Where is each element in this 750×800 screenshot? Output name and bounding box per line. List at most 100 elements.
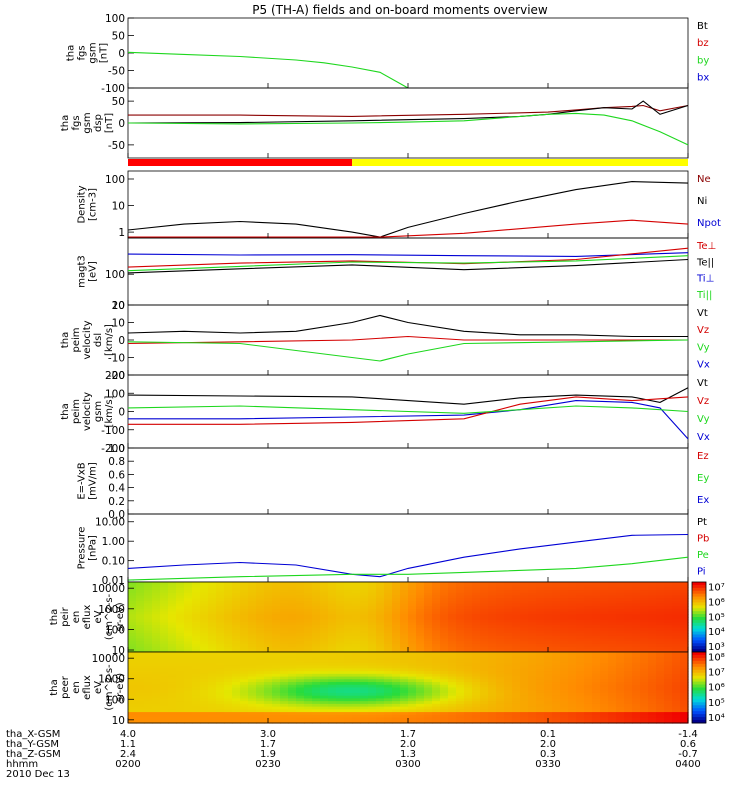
spectrogram-cell	[424, 617, 433, 621]
spectrogram-cell	[224, 703, 233, 708]
colorbar-cell	[692, 619, 706, 624]
spectrogram-cell	[272, 654, 281, 659]
spectrogram-cell	[552, 690, 561, 694]
spectrogram-cell	[648, 673, 657, 678]
ephemeris-value: 1.7	[260, 739, 276, 750]
spectrogram-cell	[336, 706, 345, 710]
spectrogram-cell	[432, 652, 441, 656]
spectrogram-cell	[256, 720, 265, 724]
spectrogram-cell	[408, 625, 417, 629]
spectrogram-cell	[472, 630, 481, 634]
spectrogram-cell	[400, 622, 409, 626]
spectrogram-cell	[136, 587, 145, 591]
spectrogram-cell	[472, 619, 481, 623]
spectrogram-cell	[152, 622, 161, 626]
spectrogram-cell	[232, 712, 241, 716]
spectrogram-cell	[512, 668, 521, 672]
spectrogram-cell	[216, 649, 225, 653]
spectrogram-cell	[608, 608, 617, 613]
spectrogram-cell	[608, 654, 617, 659]
spectrogram-cell	[472, 654, 481, 659]
ephemeris-value: 0300	[395, 759, 420, 770]
spectrogram-cell	[272, 582, 281, 586]
spectrogram-cell	[648, 668, 657, 672]
spectrogram-cell	[312, 668, 321, 672]
y-axis-label: Pressure	[77, 527, 88, 570]
spectrogram-cell	[136, 619, 145, 623]
spectrogram-cell	[624, 590, 633, 594]
spectrogram-cell	[456, 633, 465, 637]
spectrogram-cell	[376, 649, 385, 653]
spectrogram-cell	[144, 665, 153, 669]
spectrogram-cell	[496, 587, 505, 591]
spectrogram-cell	[392, 603, 401, 607]
spectrogram-cell	[480, 598, 489, 602]
spectrogram-cell	[384, 625, 393, 629]
spectrogram-cell	[488, 598, 497, 602]
spectrogram-cell	[168, 671, 177, 675]
spectrogram-cell	[344, 714, 353, 719]
spectrogram-cell	[312, 717, 321, 721]
spectrogram-cell	[592, 614, 601, 618]
spectrogram-cell	[520, 668, 529, 672]
spectrogram-cell	[504, 622, 513, 626]
spectrogram-cell	[288, 608, 297, 613]
spectrogram-cell	[544, 582, 553, 586]
spectrogram-cell	[328, 652, 337, 656]
ephemeris-value: 0.3	[540, 749, 556, 760]
spectrogram-cell	[600, 709, 609, 713]
spectrogram-cell	[472, 687, 481, 691]
spectrogram-cell	[496, 627, 505, 632]
spectrogram-cell	[128, 625, 137, 629]
spectrogram-cell	[248, 695, 257, 700]
spectrogram-cell	[216, 625, 225, 629]
spectrogram-cell	[144, 698, 153, 702]
spectrogram-cell	[288, 692, 297, 697]
spectrogram-cell	[248, 643, 257, 648]
spectrogram-cell	[272, 603, 281, 607]
spectrogram-cell	[664, 635, 673, 640]
spectrogram-cell	[552, 617, 561, 621]
spectrogram-cell	[520, 590, 529, 594]
spectrogram-cell	[248, 584, 257, 588]
spectrogram-cell	[576, 657, 585, 661]
spectrogram-cell	[584, 714, 593, 719]
spectrogram-cell	[552, 608, 561, 613]
spectrogram-cell	[288, 641, 297, 645]
ephemeris-value: 1.7	[400, 729, 416, 740]
spectrogram-cell	[616, 627, 625, 632]
spectrogram-cell	[360, 635, 369, 640]
spectrogram-cell	[568, 595, 577, 599]
spectrogram-cell	[448, 662, 457, 667]
spectrogram-cell	[336, 598, 345, 602]
spectrogram-cell	[440, 673, 449, 678]
spectrogram-cell	[288, 627, 297, 632]
spectrogram-cell	[464, 619, 473, 623]
spectrogram-cell	[160, 701, 169, 705]
spectrogram-cell	[568, 706, 577, 710]
spectrogram-cell	[592, 712, 601, 716]
y-tick-label: 1	[118, 227, 125, 239]
spectrogram-cell	[192, 701, 201, 705]
spectrogram-cell	[312, 633, 321, 637]
spectrogram-cell	[400, 582, 409, 586]
spectrogram-cell	[232, 703, 241, 708]
spectrogram-cell	[616, 582, 625, 586]
spectrogram-cell	[576, 627, 585, 632]
spectrogram-cell	[640, 627, 649, 632]
spectrogram-cell	[464, 709, 473, 713]
spectrogram-cell	[536, 695, 545, 700]
spectrogram-cell	[568, 587, 577, 591]
spectrogram-cell	[600, 633, 609, 637]
spectrogram-cell	[592, 692, 601, 697]
spectrogram-cell	[336, 660, 345, 664]
spectrogram-cell	[312, 643, 321, 648]
spectrogram-cell	[216, 665, 225, 669]
spectrogram-cell	[656, 671, 665, 675]
spectrogram-cell	[576, 608, 585, 613]
spectrogram-cell	[608, 671, 617, 675]
spectrogram-cell	[144, 614, 153, 618]
spectrogram-cell	[360, 617, 369, 621]
spectrogram-cell	[520, 671, 529, 675]
spectrogram-cell	[296, 687, 305, 691]
